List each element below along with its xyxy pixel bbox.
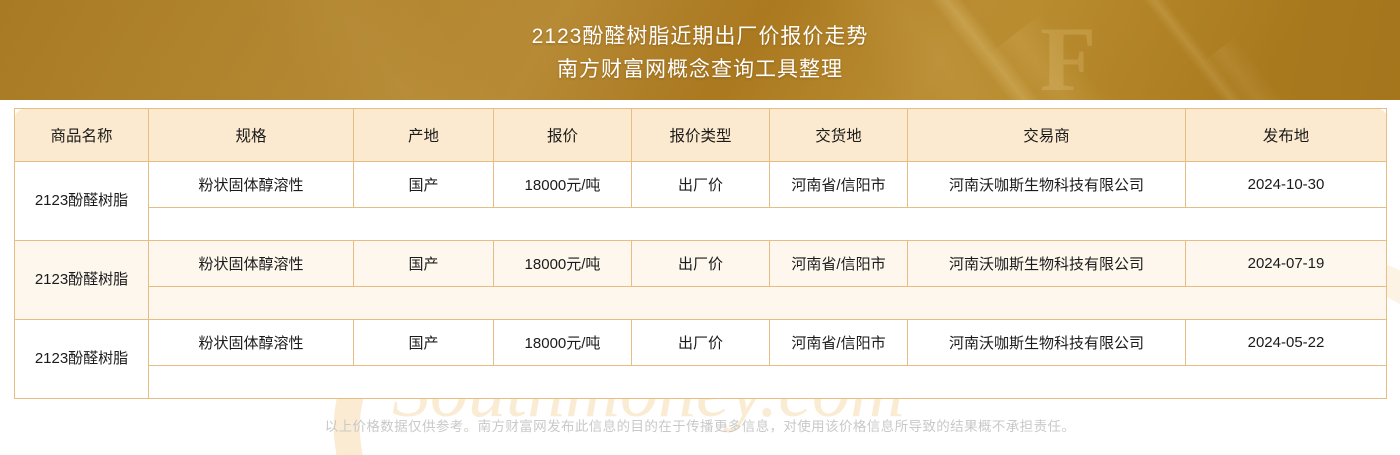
banner-decor-glyph: F (1040, 8, 1103, 110)
cell-delivery: 河南省/信阳市 (769, 319, 908, 366)
cell-delivery: 河南省/信阳市 (769, 161, 908, 208)
cell-product-name: 2123酚醛树脂 (14, 240, 149, 320)
cell-delivery: 河南省/信阳市 (769, 240, 908, 287)
table-header-row: 商品名称 规格 产地 报价 报价类型 交货地 交易商 发布地 (14, 108, 1387, 162)
cell-price-type: 出厂价 (631, 161, 770, 208)
column-header-product-name: 商品名称 (14, 108, 149, 162)
price-table: 商品名称 规格 产地 报价 报价类型 交货地 交易商 发布地 2123酚醛树脂 … (14, 108, 1387, 399)
column-header-spec: 规格 (148, 108, 354, 162)
cell-price: 18000元/吨 (493, 319, 632, 366)
column-header-trader: 交易商 (907, 108, 1186, 162)
cell-spacer (148, 286, 1387, 320)
table-row: 2123酚醛树脂 粉状固体醇溶性 国产 18000元/吨 出厂价 河南省/信阳市… (14, 161, 1387, 241)
cell-spec: 粉状固体醇溶性 (148, 240, 354, 287)
cell-publish-date: 2024-10-30 (1185, 161, 1387, 208)
disclaimer-text: 以上价格数据仅供参考。南方财富网发布此信息的目的在于传播更多信息，对使用该价格信… (324, 419, 1076, 434)
cell-price-type: 出厂价 (631, 319, 770, 366)
cell-spacer (148, 207, 1387, 241)
table-row: 2123酚醛树脂 粉状固体醇溶性 国产 18000元/吨 出厂价 河南省/信阳市… (14, 240, 1387, 320)
table-body: 2123酚醛树脂 粉状固体醇溶性 国产 18000元/吨 出厂价 河南省/信阳市… (14, 161, 1387, 399)
cell-product-name: 2123酚醛树脂 (14, 319, 149, 399)
cell-origin: 国产 (353, 319, 494, 366)
cell-spacer (148, 365, 1387, 399)
column-header-price: 报价 (493, 108, 632, 162)
price-table-container: 商品名称 规格 产地 报价 报价类型 交货地 交易商 发布地 2123酚醛树脂 … (14, 108, 1387, 399)
cell-origin: 国产 (353, 240, 494, 287)
cell-product-name: 2123酚醛树脂 (14, 161, 149, 241)
cell-publish-date: 2024-05-22 (1185, 319, 1387, 366)
page-title: 2123酚醛树脂近期出厂价报价走势 南方财富网概念查询工具整理 (0, 20, 1400, 86)
title-line-secondary: 南方财富网概念查询工具整理 (557, 58, 843, 81)
cell-origin: 国产 (353, 161, 494, 208)
column-header-publish-date: 发布地 (1185, 108, 1387, 162)
cell-spec: 粉状固体醇溶性 (148, 319, 354, 366)
cell-publish-date: 2024-07-19 (1185, 240, 1387, 287)
table-row-spacer (15, 207, 1387, 241)
cell-price-type: 出厂价 (631, 240, 770, 287)
cell-spec: 粉状固体醇溶性 (148, 161, 354, 208)
column-header-delivery: 交货地 (769, 108, 908, 162)
cell-price: 18000元/吨 (493, 240, 632, 287)
table-row: 2123酚醛树脂 粉状固体醇溶性 国产 18000元/吨 出厂价 河南省/信阳市… (14, 319, 1387, 399)
cell-trader: 河南沃咖斯生物科技有限公司 (907, 161, 1186, 208)
cell-price: 18000元/吨 (493, 161, 632, 208)
table-row-spacer (15, 365, 1387, 399)
column-header-origin: 产地 (353, 108, 494, 162)
table-row-spacer (15, 286, 1387, 320)
cell-trader: 河南沃咖斯生物科技有限公司 (907, 240, 1186, 287)
title-line-primary: 2123酚醛树脂近期出厂价报价走势 (531, 25, 869, 48)
column-header-price-type: 报价类型 (631, 108, 770, 162)
cell-trader: 河南沃咖斯生物科技有限公司 (907, 319, 1186, 366)
